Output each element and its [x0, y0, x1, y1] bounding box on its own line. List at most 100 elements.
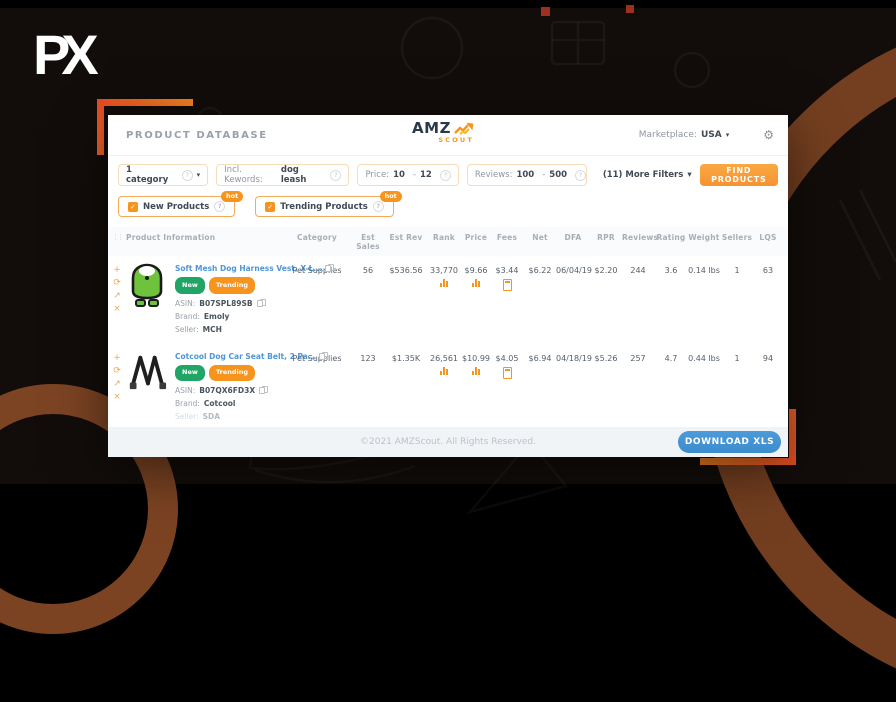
copy-icon[interactable]: [319, 351, 329, 361]
column-header[interactable]: RPR: [597, 233, 615, 242]
column-header[interactable]: Product Information: [126, 233, 216, 242]
price-history-chart-icon[interactable]: [472, 279, 480, 287]
price-cell: $10.99: [462, 350, 490, 424]
remove-icon[interactable]: ×: [113, 304, 121, 314]
more-filters-button[interactable]: (11) More Filters ▾: [603, 170, 692, 180]
app-window: PRODUCT DATABASE AMZ SCOUT Marketplace: …: [108, 115, 788, 457]
marketplace-selector[interactable]: Marketplace: USA ▾: [639, 130, 729, 140]
reviews-filter[interactable]: Reviews: 100 - 500 ?: [466, 164, 587, 186]
corner-bracket-bottom-right: [700, 458, 796, 465]
category-filter[interactable]: 1 category ? ▾: [118, 164, 209, 186]
help-icon[interactable]: ?: [181, 169, 193, 181]
checkbox-checked-icon[interactable]: ✓: [128, 201, 138, 212]
trending-products-toggle[interactable]: ✓ Trending Products ? hot: [255, 191, 402, 217]
chevron-down-icon: ▾: [196, 171, 201, 179]
range-separator: -: [412, 170, 416, 180]
column-header[interactable]: Fees: [496, 233, 518, 242]
table-row: + ⟳ ↗ ×: [108, 344, 788, 424]
sellers-cell: 1: [734, 266, 740, 275]
trend-icon[interactable]: ↗: [113, 291, 121, 301]
rank-cell: 26,561: [426, 350, 462, 424]
price-value: $10.99: [462, 353, 490, 363]
add-to-tracker-icon[interactable]: +: [113, 352, 121, 363]
net-cell: $6.94: [528, 353, 552, 363]
column-header[interactable]: Est Sales: [356, 233, 380, 251]
range-separator: -: [542, 170, 546, 180]
column-header[interactable]: Category: [297, 233, 337, 242]
filter-bar: 1 category ? ▾ Incl. Kewords: dog leash …: [118, 164, 778, 186]
asin-label: ASIN:: [175, 386, 196, 395]
trending-products-label: Trending Products: [280, 201, 368, 212]
corner-bracket-top-left: [97, 99, 193, 106]
product-image-dog-harness[interactable]: [126, 262, 168, 308]
trending-badge: Trending: [208, 364, 255, 381]
category-cell: Pet Supplies: [292, 353, 342, 363]
column-header[interactable]: DFA: [564, 233, 582, 242]
gear-icon[interactable]: ⚙: [763, 128, 774, 142]
column-header[interactable]: Weight: [688, 233, 720, 242]
hot-badge: hot: [221, 191, 244, 202]
column-header[interactable]: LQS: [759, 233, 777, 242]
help-icon[interactable]: ?: [372, 201, 384, 212]
column-header[interactable]: Est Rev: [389, 233, 423, 242]
remove-icon[interactable]: ×: [113, 391, 121, 402]
column-header[interactable]: Rating: [656, 233, 686, 242]
refresh-icon[interactable]: ⟳: [113, 278, 121, 288]
category-filter-value: 1 category: [126, 165, 169, 185]
download-xls-button[interactable]: DOWNLOAD XLS: [678, 431, 781, 453]
reviews-from-value: 100: [516, 170, 535, 180]
column-header[interactable]: Reviews: [622, 233, 659, 242]
rank-history-chart-icon[interactable]: [440, 279, 448, 287]
keywords-filter[interactable]: Incl. Kewords: dog leash ?: [216, 164, 350, 186]
est-rev-cell: $536.56: [389, 266, 423, 275]
copy-icon[interactable]: [256, 298, 266, 308]
price-history-chart-icon[interactable]: [472, 366, 480, 375]
lqs-cell: 63: [762, 266, 774, 275]
reviews-cell: 244: [630, 266, 646, 275]
est-sales-cell: 123: [360, 353, 376, 363]
help-icon[interactable]: ?: [439, 169, 451, 181]
chevron-down-icon: ▾: [725, 131, 730, 139]
drag-handle-icon[interactable]: ⋮⋮: [112, 233, 124, 241]
fees-value: $3.44: [495, 266, 519, 275]
weight-cell: 0.14 lbs: [688, 266, 720, 275]
copy-icon[interactable]: [324, 264, 334, 273]
find-products-button[interactable]: FIND PRODUCTS: [699, 164, 778, 186]
dfa-cell: 06/04/19: [556, 266, 592, 275]
reviews-to-value: 500: [549, 170, 568, 180]
window-footer: ©2021 AMZScout. All Rights Reserved. DOW…: [108, 427, 788, 457]
product-title-link[interactable]: Soft Mesh Dog Harness Vest, X-L...: [175, 262, 334, 275]
help-icon[interactable]: ?: [330, 169, 342, 181]
trend-icon[interactable]: ↗: [113, 378, 121, 389]
new-products-label: New Products: [143, 201, 210, 212]
refresh-icon[interactable]: ⟳: [113, 365, 121, 376]
price-from-value: 10: [393, 170, 405, 180]
product-title: Cotcool Dog Car Seat Belt, 2 Pa...: [175, 351, 317, 361]
rank-value: 33,770: [430, 266, 458, 275]
help-icon[interactable]: ?: [575, 169, 587, 181]
new-badge: New: [175, 277, 205, 294]
column-header[interactable]: Rank: [433, 233, 455, 242]
checkbox-checked-icon[interactable]: ✓: [265, 201, 276, 212]
column-header[interactable]: Sellers: [721, 233, 753, 242]
product-image-seat-belt[interactable]: [126, 350, 168, 396]
fees-calculator-icon[interactable]: [502, 279, 512, 291]
add-to-tracker-icon[interactable]: +: [113, 265, 121, 275]
rpr-cell: $2.20: [594, 266, 618, 275]
new-products-toggle[interactable]: ✓ New Products ? hot: [118, 191, 244, 217]
weight-cell: 0.44 lbs: [688, 353, 720, 363]
asin-value: B07QX6FD3X: [199, 386, 256, 395]
brand-label: Brand:: [175, 311, 200, 321]
column-header[interactable]: Price: [464, 233, 488, 242]
fees-calculator-icon[interactable]: [502, 366, 512, 379]
column-header[interactable]: Net: [532, 233, 548, 242]
price-filter[interactable]: Price: 10 - 12 ?: [357, 164, 459, 186]
chevron-down-icon: ▾: [687, 170, 692, 180]
help-icon[interactable]: ?: [214, 201, 226, 212]
trending-badge: Trending: [208, 277, 255, 294]
product-cell: Soft Mesh Dog Harness Vest, X-L... New T…: [126, 262, 334, 336]
amzscout-logo-subtext: SCOUT: [438, 136, 475, 144]
product-title-link[interactable]: Cotcool Dog Car Seat Belt, 2 Pa...: [175, 350, 329, 363]
copy-icon[interactable]: [259, 386, 269, 395]
rank-history-chart-icon[interactable]: [440, 366, 448, 375]
